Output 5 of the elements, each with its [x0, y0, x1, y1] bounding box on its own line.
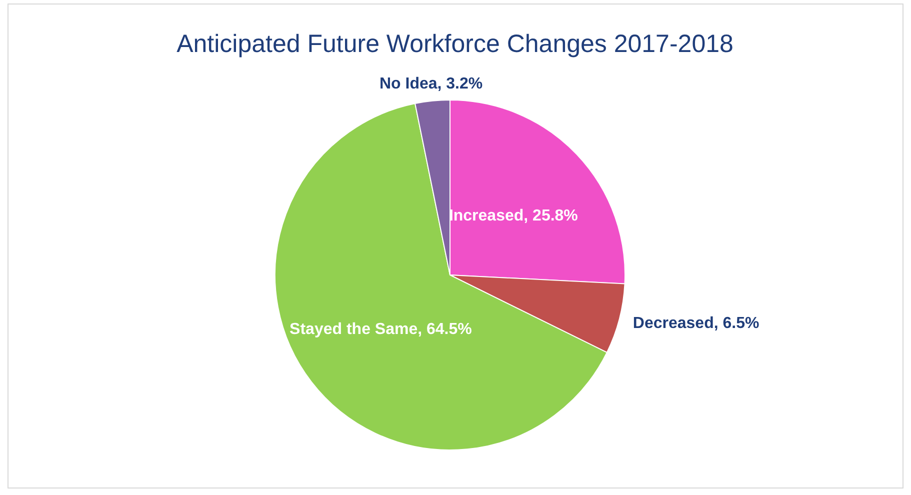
slice-label: Increased, 25.8%	[448, 207, 578, 224]
slice-label: Stayed the Same, 64.5%	[290, 321, 472, 338]
slice-label: No Idea, 3.2%	[379, 76, 483, 93]
chart-title: Anticipated Future Workforce Changes 2017-2018	[176, 30, 734, 58]
slice-label: Decreased, 6.5%	[632, 315, 760, 332]
